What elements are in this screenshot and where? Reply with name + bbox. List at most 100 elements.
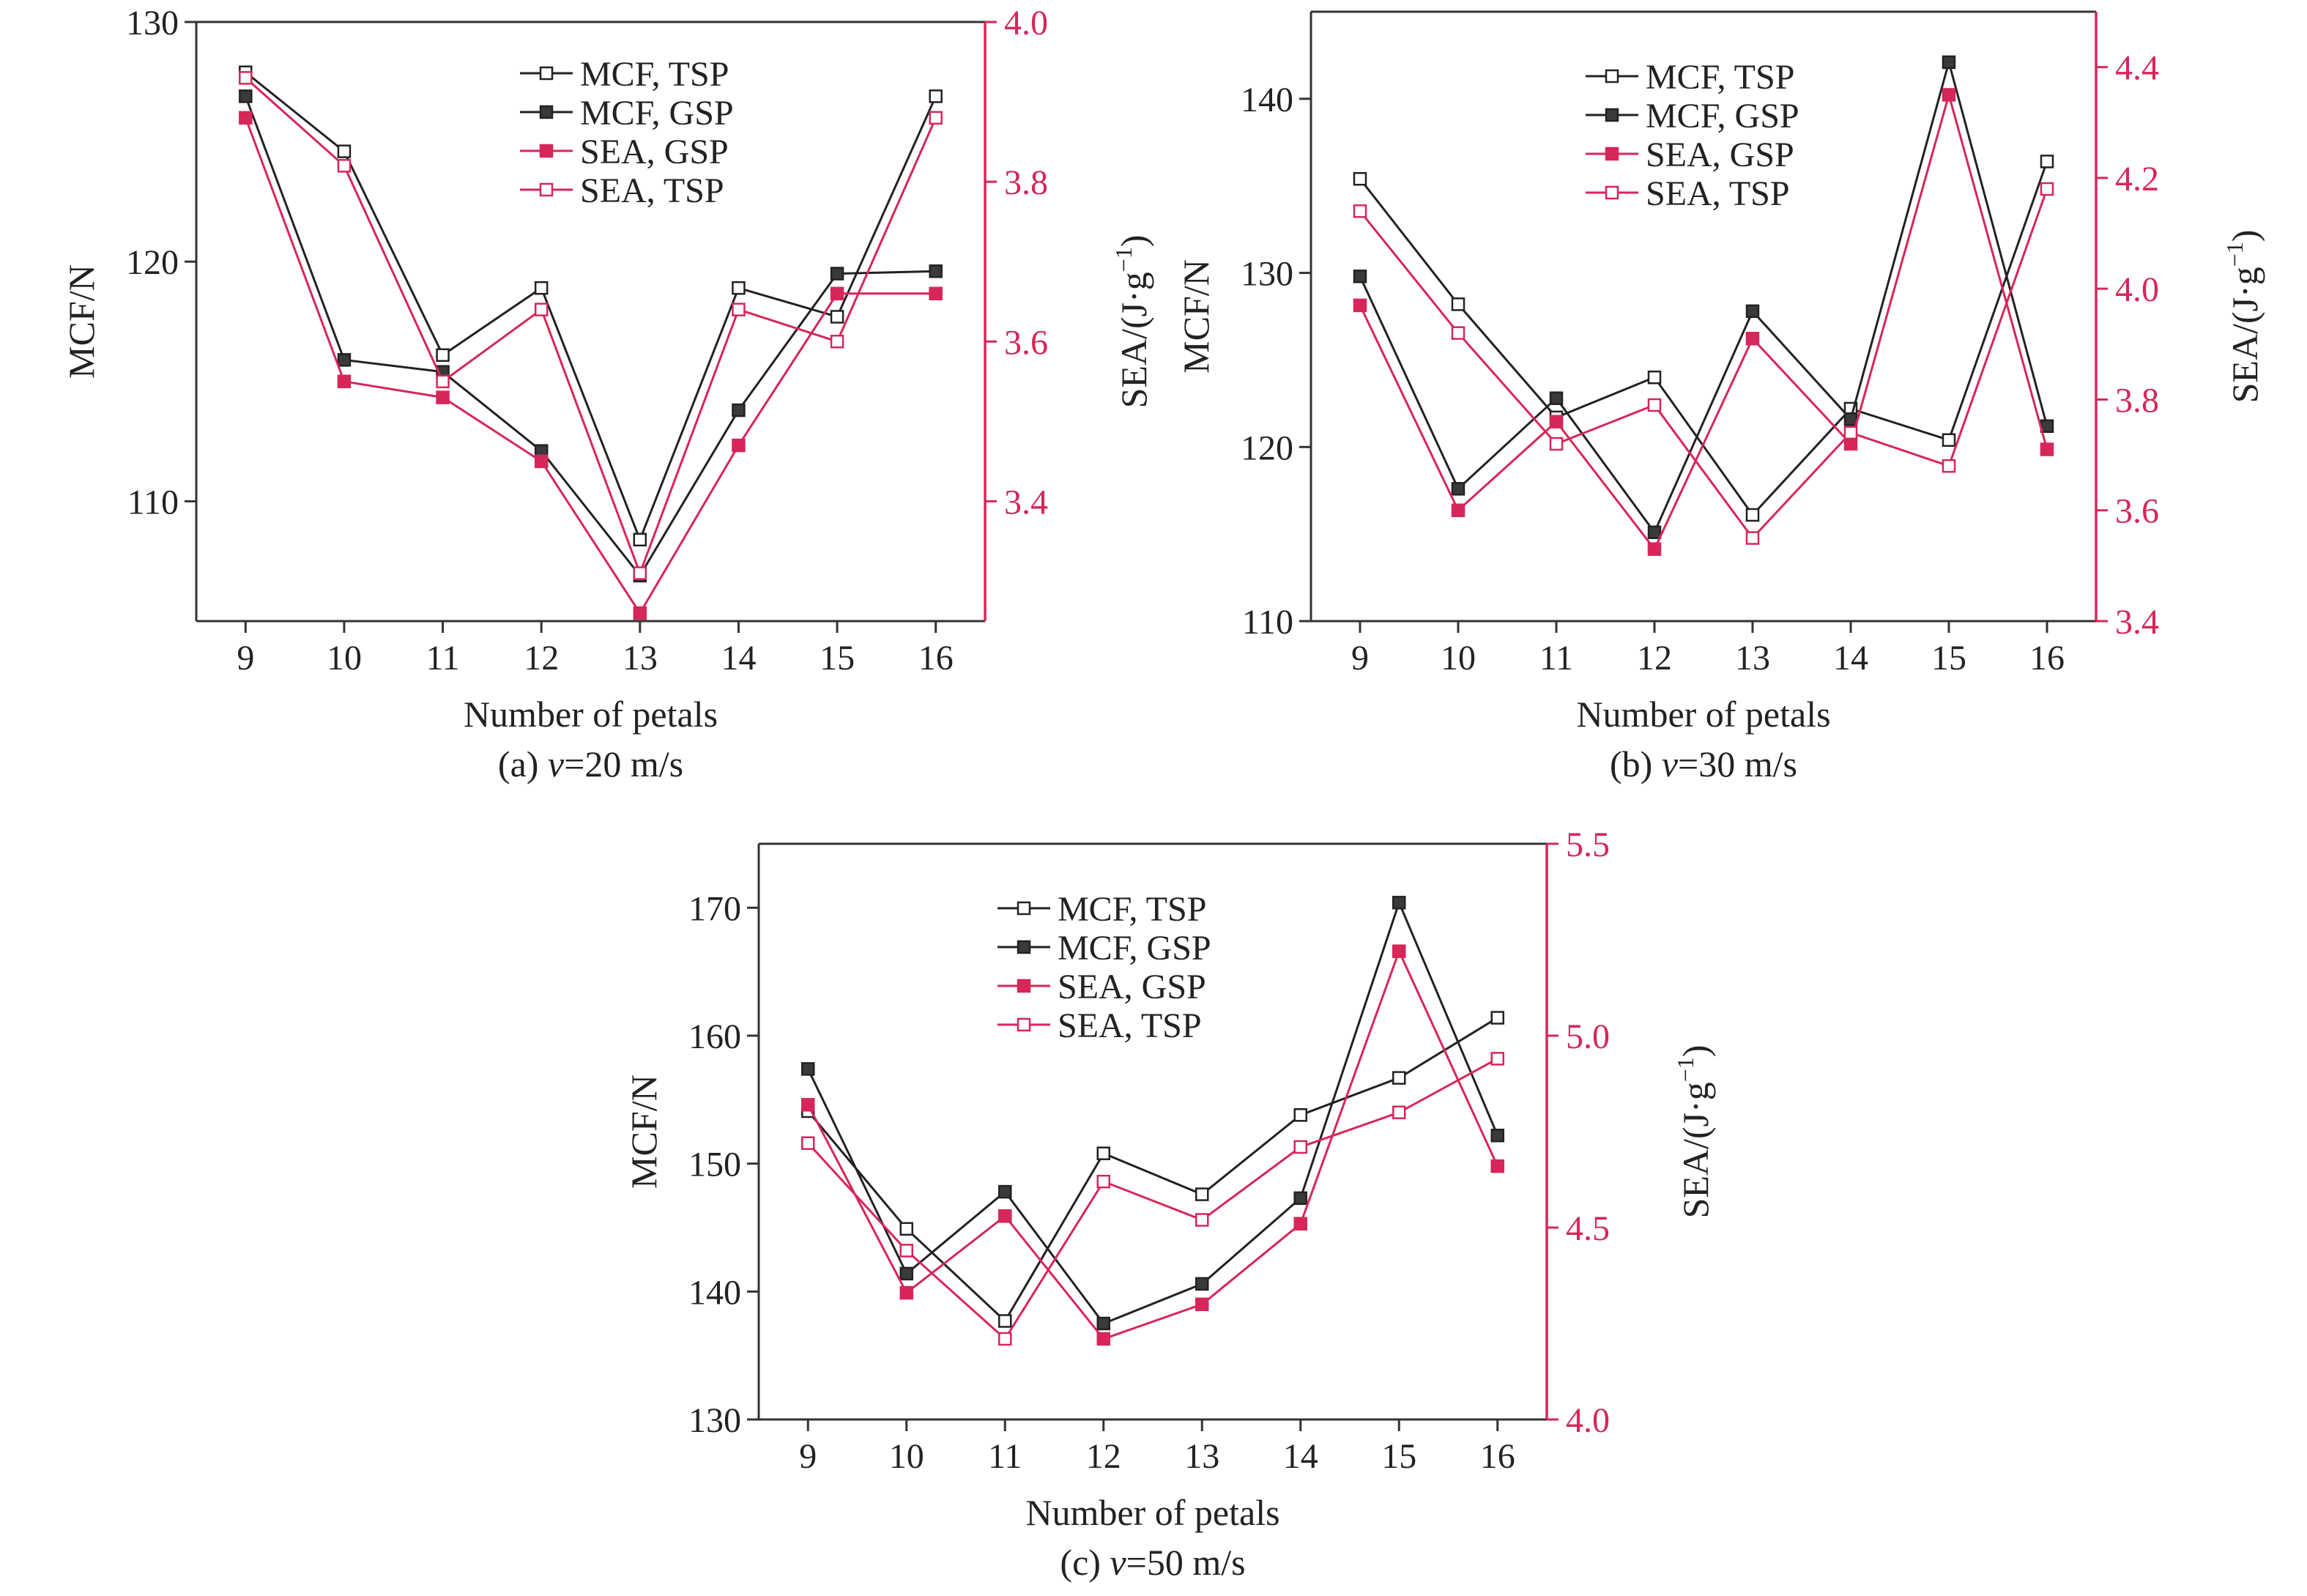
data-point bbox=[2040, 182, 2054, 196]
y2-label-end: ) bbox=[1113, 235, 1154, 248]
y-tick-label: 150 bbox=[688, 1146, 741, 1184]
data-point bbox=[899, 1285, 913, 1300]
legend-entry: MCF, GSP bbox=[998, 929, 1211, 968]
data-point bbox=[1096, 1146, 1110, 1160]
y-tick-label: 170 bbox=[688, 889, 741, 928]
data-point bbox=[1647, 370, 1662, 385]
data-point bbox=[1647, 525, 1662, 540]
series-sea-tsp bbox=[1353, 182, 2054, 545]
series-line bbox=[244, 117, 936, 615]
data-point bbox=[1195, 1297, 1209, 1312]
y2-tick-label: 4.5 bbox=[1566, 1209, 1610, 1248]
chart-panel-b: 9 10 11 12 13 14 15 16 110 120 130 140 3.4 3.6 3.8 4.0 4… bbox=[1175, 10, 2265, 784]
series-line bbox=[806, 899, 1499, 1325]
y-tick-label: 140 bbox=[1241, 81, 1293, 119]
data-point bbox=[1096, 1316, 1110, 1331]
series-sea-gsp bbox=[1353, 88, 2054, 556]
caption-prefix: (a) bbox=[498, 743, 548, 784]
legend-entry: MCF, GSP bbox=[520, 94, 734, 133]
data-point bbox=[239, 71, 253, 85]
legend-marker bbox=[1017, 979, 1031, 993]
series-mcf-gsp bbox=[801, 896, 1504, 1331]
series-line bbox=[807, 1058, 1498, 1341]
y2-tick-label: 5.5 bbox=[1566, 825, 1610, 864]
legend-label: MCF, GSP bbox=[1646, 97, 1799, 136]
x-tick-label: 9 bbox=[237, 639, 254, 678]
x-tick-label: 9 bbox=[799, 1437, 817, 1476]
data-point bbox=[239, 111, 253, 125]
legend-label: MCF, TSP bbox=[1646, 58, 1794, 97]
x-tick-label: 15 bbox=[1931, 639, 1966, 678]
legend-label: SEA, GSP bbox=[1646, 136, 1794, 174]
data-point bbox=[998, 1209, 1012, 1223]
legend-marker bbox=[1605, 69, 1619, 83]
data-point bbox=[1843, 426, 1858, 440]
data-point bbox=[899, 1222, 913, 1236]
data-point bbox=[1392, 1105, 1406, 1120]
y2-tick-label: 3.6 bbox=[2115, 492, 2159, 531]
data-point bbox=[1353, 270, 1367, 283]
legend-label: SEA, TSP bbox=[1646, 174, 1790, 213]
data-point bbox=[998, 1184, 1012, 1199]
data-point bbox=[1353, 204, 1367, 218]
data-point bbox=[1745, 304, 1760, 319]
data-point bbox=[929, 286, 943, 301]
legend-marker bbox=[1017, 1017, 1031, 1032]
x-tick-label: 16 bbox=[918, 639, 954, 678]
x-tick-label: 14 bbox=[1833, 639, 1868, 678]
x-tick-label: 13 bbox=[1184, 1437, 1219, 1476]
data-point bbox=[830, 335, 844, 349]
data-point bbox=[1353, 298, 1367, 313]
panel-caption: (a) v=20 m/s bbox=[498, 743, 683, 784]
data-point bbox=[929, 89, 943, 103]
data-point bbox=[1195, 1213, 1209, 1227]
y2-tick-label: 4.0 bbox=[2115, 270, 2159, 309]
x-tick-label: 13 bbox=[1735, 639, 1770, 678]
legend-entry: MCF, TSP bbox=[1586, 58, 1794, 97]
legend-entry: SEA, TSP bbox=[520, 171, 724, 210]
x-tick-label: 9 bbox=[1351, 639, 1369, 678]
legend-label: SEA, GSP bbox=[1058, 968, 1206, 1006]
data-point bbox=[1096, 1332, 1110, 1346]
y-tick-label: 130 bbox=[126, 4, 179, 42]
data-point bbox=[801, 1098, 815, 1112]
y-axis-label: MCF/N bbox=[623, 1074, 664, 1189]
y2-tick-label: 4.0 bbox=[1004, 4, 1048, 42]
data-point bbox=[830, 286, 844, 301]
chart-panel-a: 9 10 11 12 13 14 15 16 110 120 130 3.4 3.6 3.8 4.0 MCF/… bbox=[61, 4, 1154, 784]
y-tick-label: 110 bbox=[127, 483, 179, 522]
data-point bbox=[830, 267, 844, 281]
data-point bbox=[929, 111, 943, 125]
data-point bbox=[1490, 1159, 1504, 1173]
data-point bbox=[899, 1266, 913, 1281]
data-point bbox=[633, 532, 647, 547]
data-point bbox=[1745, 508, 1760, 522]
caption-suffix: =50 m/s bbox=[1126, 1542, 1246, 1583]
data-point bbox=[1942, 55, 1956, 70]
x-tick-label: 10 bbox=[327, 639, 362, 678]
data-point bbox=[1490, 1052, 1504, 1066]
data-point bbox=[1745, 531, 1760, 545]
data-point bbox=[534, 281, 549, 295]
caption-variable: v bbox=[1110, 1542, 1126, 1583]
series-line bbox=[1359, 90, 2048, 552]
panel-caption: (b) v=30 m/s bbox=[1610, 743, 1797, 784]
legend-marker bbox=[539, 105, 554, 119]
y2-label-sup: −1 bbox=[1110, 247, 1137, 272]
data-point bbox=[1549, 415, 1564, 428]
data-point bbox=[1353, 171, 1367, 186]
data-point bbox=[732, 303, 746, 316]
y2-label-main: SEA/(J·g bbox=[1675, 1082, 1716, 1218]
legend-marker bbox=[1017, 901, 1031, 916]
series-line bbox=[1359, 188, 2048, 540]
data-point bbox=[1392, 1071, 1406, 1085]
data-point bbox=[1745, 332, 1760, 346]
series-sea-tsp bbox=[239, 71, 943, 580]
data-point bbox=[337, 144, 352, 158]
series-line bbox=[245, 77, 937, 576]
y2-axis-label: SEA/(J·g−1) bbox=[2221, 230, 2265, 404]
data-point bbox=[534, 454, 549, 469]
legend-marker bbox=[1017, 940, 1031, 954]
legend-entry: SEA, GSP bbox=[998, 968, 1206, 1006]
